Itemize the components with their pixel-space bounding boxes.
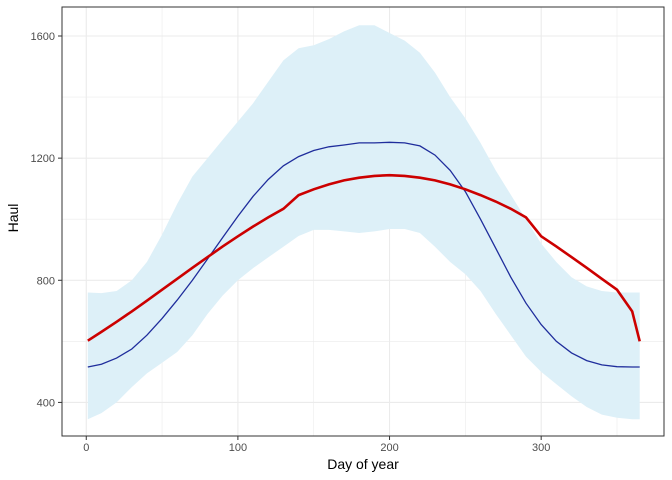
y-axis-title: Haul	[5, 204, 21, 233]
y-tick-label: 1200	[31, 153, 55, 165]
series-observed-line	[87, 141, 640, 368]
confidence-ribbon	[87, 25, 640, 420]
y-tick-label: 400	[37, 397, 55, 409]
x-tick-label: 200	[380, 442, 398, 454]
panel-border	[61, 6, 665, 437]
axis-ticks: 0 100 200 300 400 800 1200 1600	[31, 31, 551, 454]
x-tick-label: 0	[83, 442, 89, 454]
x-axis-title: Day of year	[327, 456, 399, 472]
y-tick-label: 1600	[31, 31, 55, 43]
y-tick-label: 800	[37, 275, 55, 287]
series-fitted-line	[87, 173, 641, 342]
x-tick-label: 100	[229, 442, 247, 454]
x-tick-label: 300	[532, 442, 550, 454]
